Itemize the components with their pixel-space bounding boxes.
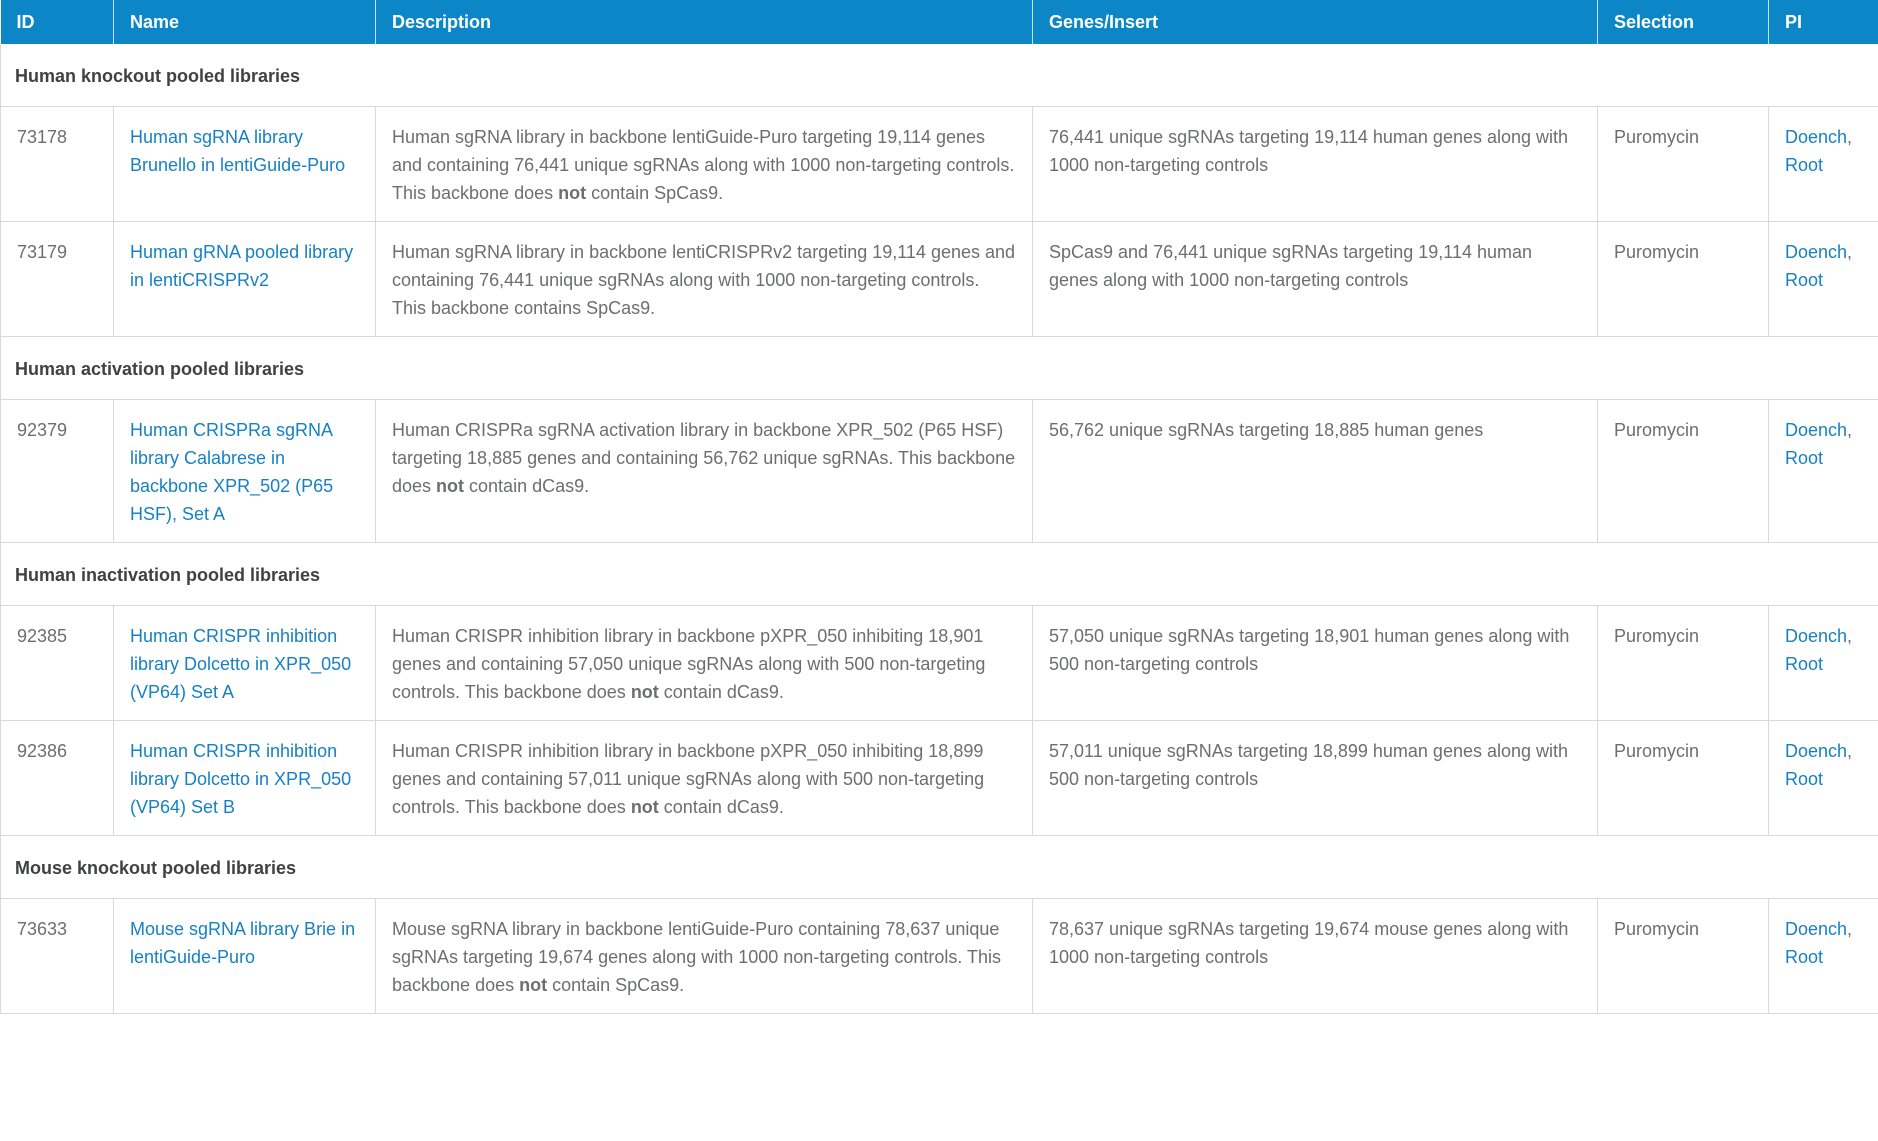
column-header-name: Name (113, 0, 376, 44)
library-name-link[interactable]: Human sgRNA library Brunello in lentiGui… (130, 127, 346, 175)
selection: Puromycin (1597, 399, 1769, 543)
pi-separator: , (1847, 741, 1853, 761)
pi-cell: Doench, Root (1768, 720, 1878, 836)
library-name-cell: Human CRISPR inhibition library Dolcetto… (113, 605, 376, 721)
library-id: 92385 (0, 605, 114, 721)
library-description: Mouse sgRNA library in backbone lentiGui… (375, 898, 1033, 1014)
pi-link[interactable]: Root (1785, 270, 1824, 290)
column-header-genes-insert: Genes/Insert (1032, 0, 1598, 44)
pi-link[interactable]: Doench (1785, 741, 1848, 761)
pooled-libraries-table: ID Name Description Genes/Insert Selecti… (0, 0, 1878, 1014)
library-description: Human CRISPR inhibition library in backb… (375, 720, 1033, 836)
pi-link[interactable]: Root (1785, 448, 1824, 468)
pi-separator: , (1847, 420, 1853, 440)
pi-link[interactable]: Doench (1785, 242, 1848, 262)
pi-cell: Doench, Root (1768, 221, 1878, 337)
library-description: Human sgRNA library in backbone lentiGui… (375, 106, 1033, 222)
pi-link[interactable]: Doench (1785, 919, 1848, 939)
column-header-selection: Selection (1597, 0, 1769, 44)
library-id: 73633 (0, 898, 114, 1014)
pi-cell: Doench, Root (1768, 399, 1878, 543)
library-description: Human CRISPR inhibition library in backb… (375, 605, 1033, 721)
library-name-cell: Human CRISPR inhibition library Dolcetto… (113, 720, 376, 836)
pi-separator: , (1847, 127, 1853, 147)
genes-insert: SpCas9 and 76,441 unique sgRNAs targetin… (1032, 221, 1598, 337)
library-description: Human CRISPRa sgRNA activation library i… (375, 399, 1033, 543)
pi-link[interactable]: Root (1785, 155, 1824, 175)
pi-link[interactable]: Root (1785, 947, 1824, 967)
pi-separator: , (1847, 919, 1853, 939)
library-id: 92379 (0, 399, 114, 543)
pi-link[interactable]: Root (1785, 769, 1824, 789)
genes-insert: 57,050 unique sgRNAs targeting 18,901 hu… (1032, 605, 1598, 721)
library-row: 92379 Human CRISPRa sgRNA library Calabre… (0, 399, 1878, 543)
pi-cell: Doench, Root (1768, 106, 1878, 222)
section-title: Human activation pooled libraries (0, 336, 1878, 400)
pi-separator: , (1847, 242, 1853, 262)
section-header-row: Human inactivation pooled libraries (0, 542, 1878, 606)
section-title: Human knockout pooled libraries (0, 44, 1878, 107)
section-title: Human inactivation pooled libraries (0, 542, 1878, 606)
selection: Puromycin (1597, 106, 1769, 222)
library-name-link[interactable]: Mouse sgRNA library Brie in lentiGuide-P… (130, 919, 356, 967)
genes-insert: 57,011 unique sgRNAs targeting 18,899 hu… (1032, 720, 1598, 836)
pi-cell: Doench, Root (1768, 898, 1878, 1014)
library-id: 92386 (0, 720, 114, 836)
library-name-link[interactable]: Human CRISPRa sgRNA library Calabrese in… (130, 420, 334, 524)
selection: Puromycin (1597, 720, 1769, 836)
column-header-pi: PI (1768, 0, 1878, 44)
table-header: ID Name Description Genes/Insert Selecti… (0, 0, 1878, 44)
selection: Puromycin (1597, 898, 1769, 1014)
pi-link[interactable]: Doench (1785, 626, 1848, 646)
library-name-link[interactable]: Human CRISPR inhibition library Dolcetto… (130, 626, 352, 702)
library-row: 73178 Human sgRNA library Brunello in len… (0, 106, 1878, 222)
genes-insert: 78,637 unique sgRNAs targeting 19,674 mo… (1032, 898, 1598, 1014)
library-name-cell: Human sgRNA library Brunello in lentiGui… (113, 106, 376, 222)
table-body: Human knockout pooled libraries 73178 Huma… (0, 44, 1878, 1014)
pi-link[interactable]: Doench (1785, 420, 1848, 440)
pi-cell: Doench, Root (1768, 605, 1878, 721)
section-header-row: Human activation pooled libraries (0, 336, 1878, 400)
library-row: 92385 Human CRISPR inhibition library Dol… (0, 605, 1878, 721)
pi-separator: , (1847, 626, 1853, 646)
selection: Puromycin (1597, 221, 1769, 337)
library-row: 92386 Human CRISPR inhibition library Dol… (0, 720, 1878, 836)
library-id: 73178 (0, 106, 114, 222)
header-row: ID Name Description Genes/Insert Selecti… (0, 0, 1878, 44)
selection: Puromycin (1597, 605, 1769, 721)
library-name-cell: Mouse sgRNA library Brie in lentiGuide-P… (113, 898, 376, 1014)
library-name-cell: Human gRNA pooled library in lentiCRISPR… (113, 221, 376, 337)
section-header-row: Mouse knockout pooled libraries (0, 835, 1878, 899)
library-row: 73179 Human gRNA pooled library in lentiC… (0, 221, 1878, 337)
library-description: Human sgRNA library in backbone lentiCRI… (375, 221, 1033, 337)
column-header-id: ID (0, 0, 114, 44)
pi-link[interactable]: Root (1785, 654, 1824, 674)
library-name-link[interactable]: Human gRNA pooled library in lentiCRISPR… (130, 242, 354, 290)
library-name-link[interactable]: Human CRISPR inhibition library Dolcetto… (130, 741, 352, 817)
section-header-row: Human knockout pooled libraries (0, 44, 1878, 107)
library-id: 73179 (0, 221, 114, 337)
library-row: 73633 Mouse sgRNA library Brie in lentiGu… (0, 898, 1878, 1014)
section-title: Mouse knockout pooled libraries (0, 835, 1878, 899)
column-header-description: Description (375, 0, 1033, 44)
library-name-cell: Human CRISPRa sgRNA library Calabrese in… (113, 399, 376, 543)
genes-insert: 56,762 unique sgRNAs targeting 18,885 hu… (1032, 399, 1598, 543)
genes-insert: 76,441 unique sgRNAs targeting 19,114 hu… (1032, 106, 1598, 222)
pi-link[interactable]: Doench (1785, 127, 1848, 147)
